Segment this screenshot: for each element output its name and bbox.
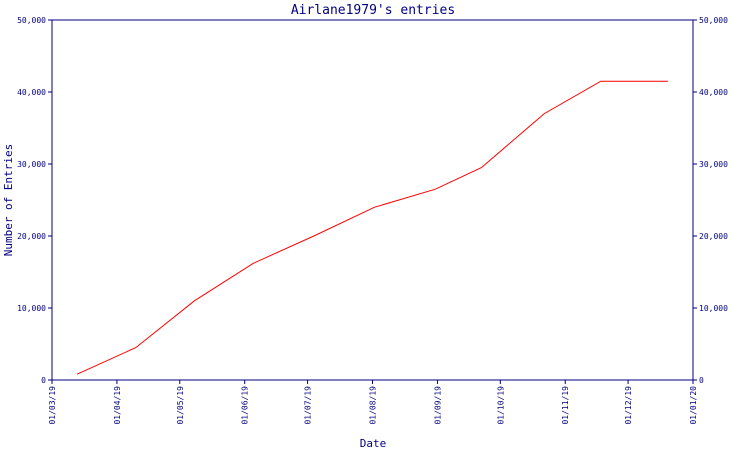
y-axis-label: Number of Entries bbox=[2, 144, 15, 257]
y-tick-label-left: 50,000 bbox=[17, 16, 46, 25]
plot-frame bbox=[51, 19, 694, 381]
y-tick-label-left: 30,000 bbox=[17, 160, 46, 169]
x-tick-label: 01/10/19 bbox=[496, 386, 505, 425]
y-tick-label-right: 50,000 bbox=[699, 16, 728, 25]
x-tick-label: 01/01/20 bbox=[689, 386, 698, 425]
chart-title: Airlane1979's entries bbox=[291, 3, 455, 18]
x-tick-label: 01/11/19 bbox=[561, 386, 570, 425]
x-tick-label: 01/06/19 bbox=[241, 386, 250, 425]
y-tick-label-right: 40,000 bbox=[699, 88, 728, 97]
entries-series-line bbox=[76, 80, 668, 375]
y-tick-label-right: 10,000 bbox=[699, 304, 728, 313]
x-tick-label: 01/09/19 bbox=[433, 386, 442, 425]
x-tick-label: 01/08/19 bbox=[369, 386, 378, 425]
x-tick-label: 01/05/19 bbox=[176, 386, 185, 425]
y-tick-label-right: 20,000 bbox=[699, 232, 728, 241]
y-tick-label-left: 10,000 bbox=[17, 304, 46, 313]
x-tick-label: 01/07/19 bbox=[304, 386, 313, 425]
x-tick-label: 01/04/19 bbox=[113, 386, 122, 425]
x-tick-label: 01/03/19 bbox=[48, 386, 57, 425]
y-tick-label-right: 30,000 bbox=[699, 160, 728, 169]
y-tick-label-left: 20,000 bbox=[17, 232, 46, 241]
x-tick-label: 01/12/19 bbox=[624, 386, 633, 425]
x-axis-label: Date bbox=[360, 437, 387, 450]
y-tick-label-right: 0 bbox=[699, 376, 704, 385]
y-tick-label-left: 0 bbox=[41, 376, 46, 385]
y-tick-label-left: 40,000 bbox=[17, 88, 46, 97]
